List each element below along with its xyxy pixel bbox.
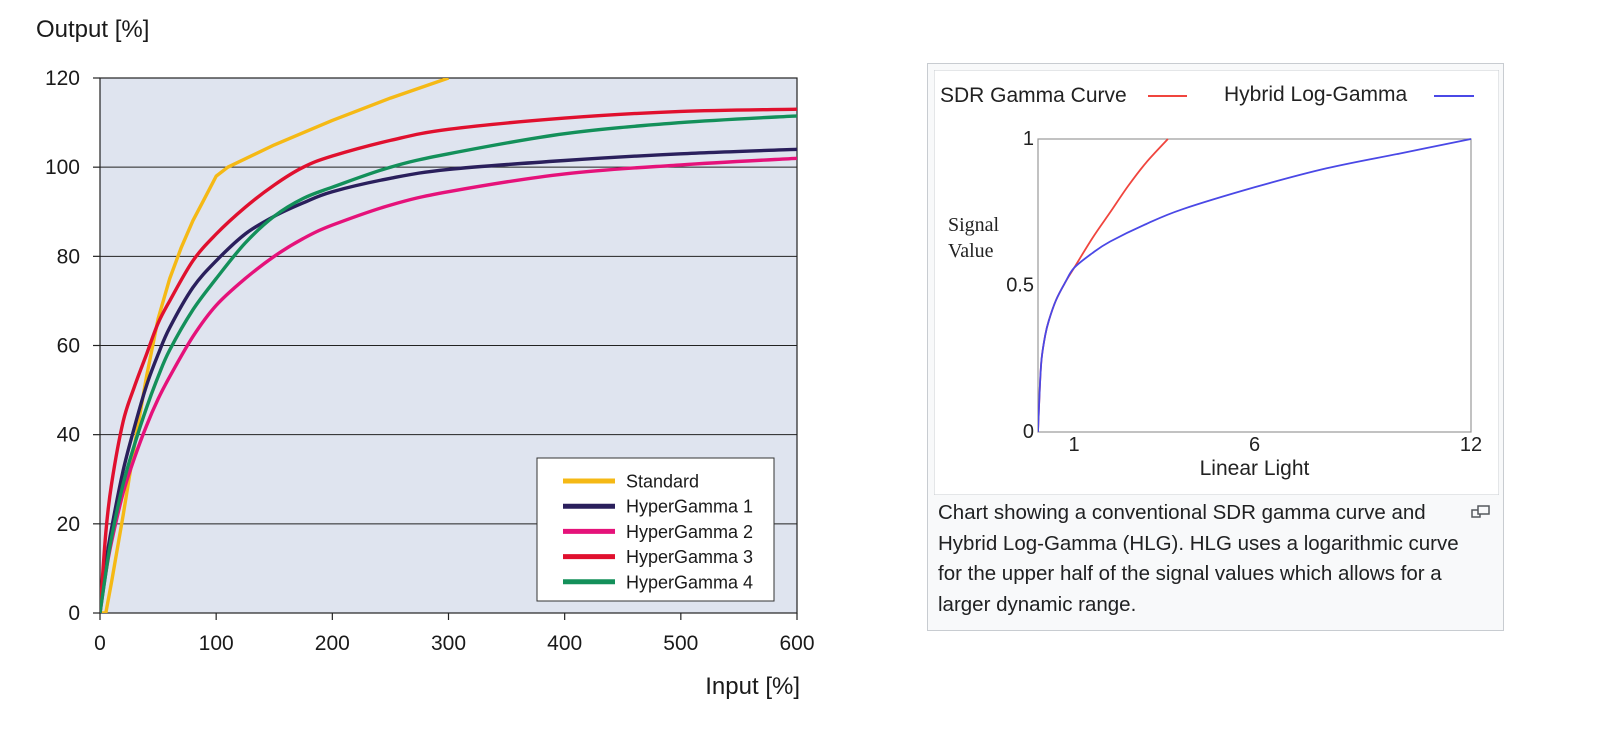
y-tick-label: 40	[57, 424, 80, 447]
y-axis-title: Signal	[948, 214, 1000, 236]
x-tick-label: 600	[779, 632, 814, 655]
y-tick-label: 60	[57, 335, 80, 358]
y-tick-label: 20	[57, 513, 80, 536]
x-tick-label: 6	[1249, 434, 1260, 456]
enlarge-icon[interactable]	[1471, 504, 1491, 520]
figure-box: 0 0.5 1 1 6 12 Signal Value Linear Light SDR Gamm…	[927, 63, 1504, 631]
legend-label: HyperGamma 3	[626, 547, 753, 567]
legend-label: Hybrid Log-Gamma	[1224, 83, 1408, 106]
x-tick-label: 100	[199, 632, 234, 655]
legend-label: HyperGamma 2	[626, 522, 753, 542]
x-tick-label: 1	[1069, 434, 1080, 456]
x-tick-label: 300	[431, 632, 466, 655]
plot-area	[1037, 138, 1472, 433]
y-tick-label: 0	[1023, 421, 1034, 443]
y-tick-label: 0.5	[1006, 275, 1034, 297]
caption-line: larger dynamic range.	[938, 592, 1137, 616]
legend-label: Standard	[626, 472, 699, 492]
series-line-hybrid-log-gamma	[1038, 138, 1472, 432]
x-tick-label: 500	[663, 632, 698, 655]
legend-label: HyperGamma 4	[626, 572, 753, 592]
caption-line: Chart showing a conventional SDR gamma c…	[938, 501, 1426, 524]
x-axis-title: Input [%]	[705, 673, 800, 700]
y-tick-label: 100	[45, 156, 80, 179]
y-axis-title: Value	[948, 240, 994, 262]
caption-line: for the upper half of the signal values …	[938, 562, 1442, 585]
legend-label: SDR Gamma Curve	[940, 84, 1127, 107]
y-tick-label: 80	[57, 245, 80, 268]
y-tick-label: 1	[1023, 128, 1034, 150]
hlg-chart: 0 0.5 1 1 6 12 Signal Value Linear Light SDR Gamm…	[934, 70, 1499, 495]
legend-label: HyperGamma 1	[626, 497, 753, 517]
hypergamma-chart: 0 20 40 60 80 100 120 0 100 200 300 400 500 600 Output…	[36, 16, 815, 700]
y-axis-title: Output [%]	[36, 16, 149, 43]
figure-caption: Chart showing a conventional SDR gamma c…	[938, 498, 1478, 620]
legend: Standard HyperGamma 1 HyperGamma 2 HyperGam…	[536, 457, 775, 602]
caption-line: Hybrid Log-Gamma (HLG). HLG uses a logar…	[938, 531, 1459, 555]
series-line-standard	[100, 78, 450, 613]
x-tick-label: 12	[1460, 434, 1482, 456]
x-tick-label: 200	[315, 632, 350, 655]
series-line-hypergamma-3	[100, 107, 797, 613]
y-tick-label: 120	[45, 67, 80, 90]
series-line-hypergamma-4	[100, 114, 797, 613]
series-line-hypergamma-2	[100, 156, 797, 613]
y-tick-label: 0	[68, 602, 80, 625]
series-line-hypergamma-1	[100, 147, 797, 613]
legend: SDR Gamma Curve Hybrid Log-Gamma	[940, 83, 1474, 107]
x-tick-label: 0	[94, 632, 106, 655]
x-axis-title: Linear Light	[1200, 457, 1310, 480]
x-tick-label: 400	[547, 632, 582, 655]
